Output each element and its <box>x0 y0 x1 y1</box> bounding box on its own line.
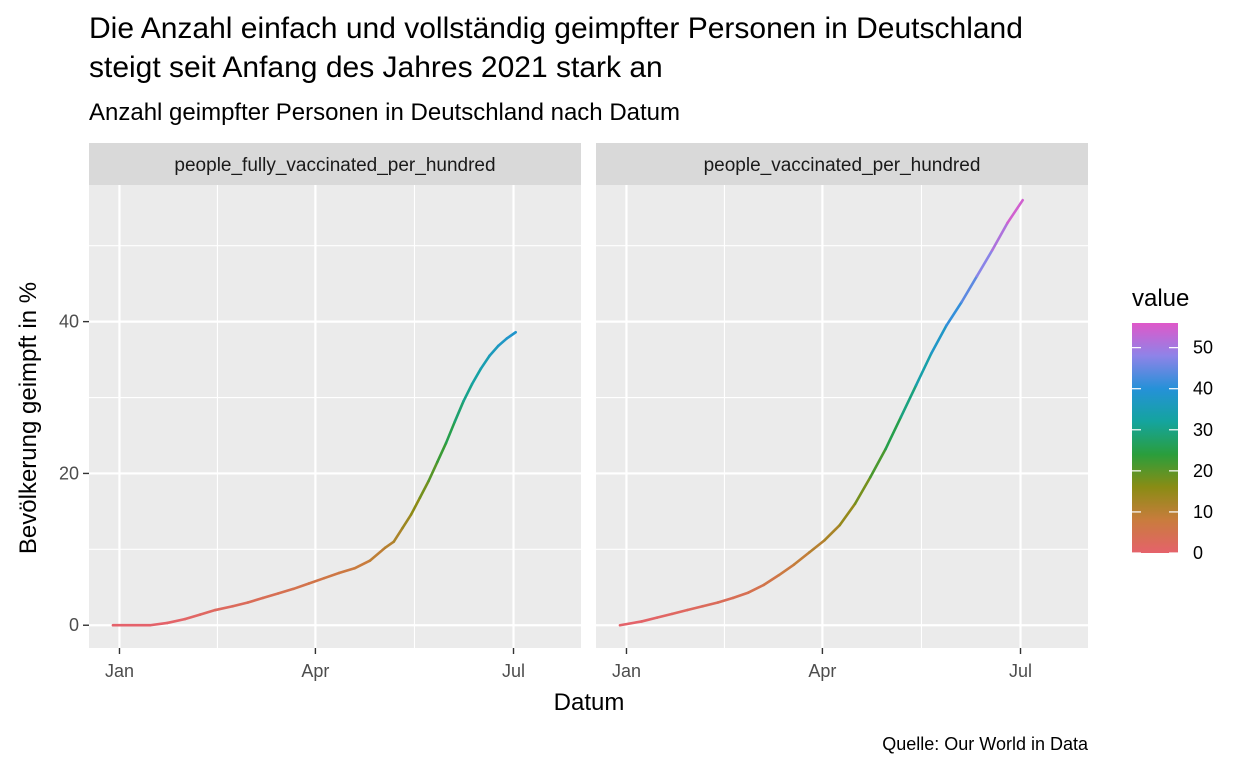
line-segment <box>198 608 217 616</box>
line-segment <box>853 475 872 506</box>
line-segment <box>488 344 500 358</box>
data-line-people_vaccinated_per_hundred <box>618 198 1024 627</box>
line-segment <box>945 300 964 327</box>
panel-background <box>596 185 1088 648</box>
line-segment <box>462 382 474 403</box>
chart-title: Die Anzahl einfach und vollständig geimp… <box>89 12 1023 84</box>
legend-label: 20 <box>1193 461 1213 481</box>
line-segment <box>409 496 422 516</box>
line-segment <box>914 352 933 387</box>
line-segment <box>777 563 796 577</box>
x-tick-label: Apr <box>808 661 836 681</box>
line-segment <box>213 604 234 612</box>
line-segment <box>929 324 948 355</box>
x-tick-label: Jan <box>105 661 134 681</box>
line-segment <box>505 330 517 340</box>
line-segment <box>762 573 781 587</box>
line-segment <box>960 274 979 304</box>
line-segment <box>383 540 396 550</box>
legend-label: 40 <box>1193 379 1213 399</box>
line-segment <box>322 571 341 580</box>
line-segment <box>990 221 1009 252</box>
chart-title-line-1: Die Anzahl einfach und vollständig geimp… <box>89 12 1023 45</box>
line-segment <box>401 513 413 530</box>
y-tick-label: 40 <box>59 312 79 332</box>
line-segment <box>292 582 311 591</box>
line-segment <box>838 502 857 527</box>
legend-label: 30 <box>1193 420 1213 440</box>
x-tick-label: Jan <box>612 661 641 681</box>
line-segment <box>444 420 457 445</box>
legend-label: 10 <box>1193 502 1213 522</box>
line-segment <box>418 479 430 500</box>
line-segment <box>470 367 483 386</box>
facet-panel-2: people_vaccinated_per_hundred Jan Apr Jul <box>596 143 1088 681</box>
line-segment <box>808 538 826 554</box>
line-segment <box>747 583 765 594</box>
legend-colorbar <box>1132 323 1178 553</box>
line-segment <box>884 415 903 451</box>
line-segment <box>392 526 404 544</box>
line-segment <box>686 604 704 612</box>
line-segment <box>701 601 720 608</box>
chart-subtitle: Anzahl geimpfter Personen in Deutschland… <box>89 99 680 126</box>
y-tick-label: 20 <box>59 463 79 483</box>
line-segment <box>246 596 265 604</box>
line-segment <box>975 248 994 278</box>
y-axis-title: Bevölkerung geimpft in % <box>15 282 42 554</box>
legend-label: 50 <box>1193 338 1213 358</box>
line-segment <box>869 447 887 479</box>
chart-title-line-2: steigt seit Anfang des Jahres 2021 stark… <box>89 51 663 84</box>
facet-strip-background <box>89 143 581 185</box>
facet-panels: people_fully_vaccinated_per_hundred Jan Ap… <box>89 143 1088 681</box>
line-segment <box>436 441 448 464</box>
legend-label: 0 <box>1193 543 1203 563</box>
line-segment <box>338 567 356 575</box>
line-segment <box>166 617 187 625</box>
x-tick-label: Jul <box>502 661 525 681</box>
line-segment <box>453 400 465 424</box>
line-segment <box>716 596 735 604</box>
line-segment <box>231 601 250 608</box>
y-axis: 0 20 40 <box>59 312 89 635</box>
line-segment <box>261 592 280 600</box>
x-tick-label: Apr <box>301 661 329 681</box>
line-segment <box>353 559 372 570</box>
line-segment <box>368 546 387 563</box>
x-axis-title: Datum <box>554 689 625 716</box>
line-segment <box>496 337 509 348</box>
facet-strip-background <box>596 143 1088 185</box>
facet-panel-1: people_fully_vaccinated_per_hundred Jan Ap… <box>89 143 581 681</box>
line-segment <box>792 551 811 566</box>
y-tick-label: 0 <box>69 615 79 635</box>
line-segment <box>670 608 689 616</box>
line-segment <box>618 620 644 627</box>
line-segment <box>277 587 295 595</box>
data-line-people_fully_vaccinated_per_hundred <box>111 330 517 627</box>
panel-background <box>89 185 581 648</box>
line-segment <box>427 460 439 483</box>
facet-strip-label: people_fully_vaccinated_per_hundred <box>174 155 495 176</box>
legend: value 0 10 20 30 40 50 <box>1132 285 1213 563</box>
legend-title: value <box>1132 285 1189 312</box>
line-segment <box>1006 198 1024 225</box>
line-segment <box>307 576 326 585</box>
line-segment <box>823 523 842 542</box>
caption: Quelle: Our World in Data <box>882 734 1089 754</box>
line-segment <box>183 613 202 621</box>
facet-strip-label: people_vaccinated_per_hundred <box>704 155 981 176</box>
line-segment <box>640 616 659 623</box>
line-segment <box>731 591 750 600</box>
line-segment <box>479 354 491 370</box>
line-segment <box>655 612 674 619</box>
line-segment <box>899 384 918 419</box>
x-tick-label: Jul <box>1009 661 1032 681</box>
line-segment <box>148 621 169 627</box>
